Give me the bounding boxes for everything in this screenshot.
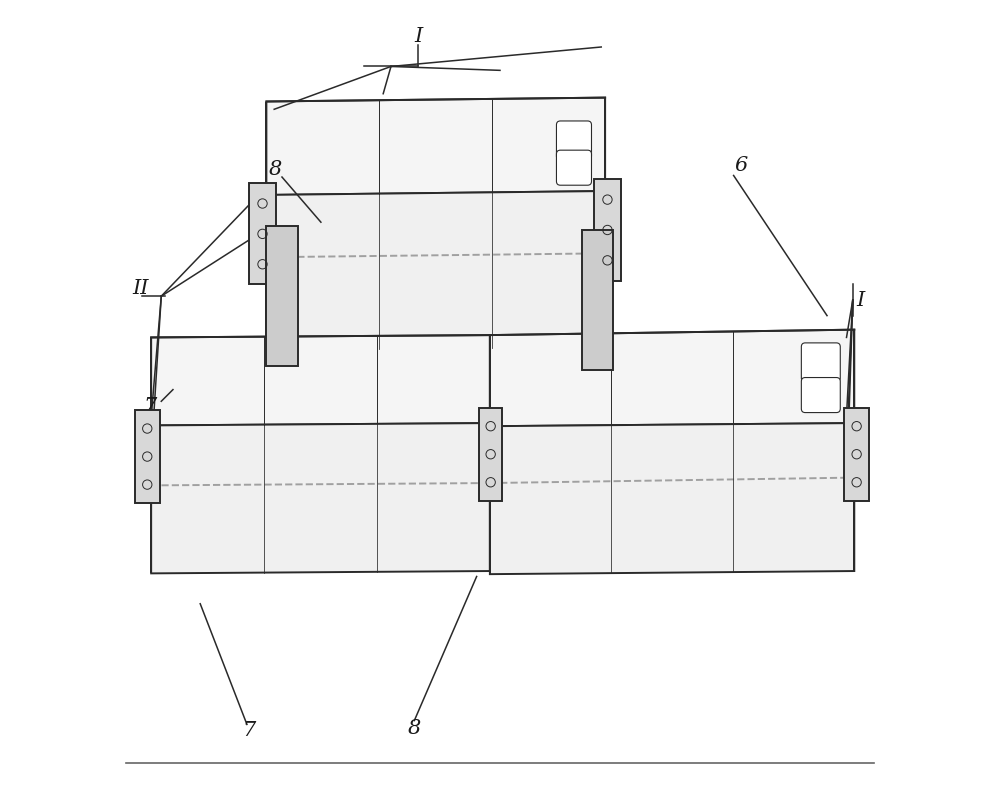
Text: I: I — [856, 290, 865, 309]
Polygon shape — [490, 423, 854, 575]
Text: 7: 7 — [243, 721, 256, 740]
FancyBboxPatch shape — [556, 121, 591, 160]
Polygon shape — [490, 330, 854, 427]
Text: 7: 7 — [143, 397, 156, 416]
FancyBboxPatch shape — [556, 150, 591, 185]
Text: 6: 6 — [735, 156, 748, 175]
Polygon shape — [151, 335, 490, 426]
FancyBboxPatch shape — [594, 179, 621, 281]
Text: 8: 8 — [269, 160, 282, 179]
Polygon shape — [266, 191, 605, 351]
Text: I: I — [414, 28, 422, 46]
FancyBboxPatch shape — [801, 378, 840, 412]
FancyBboxPatch shape — [249, 183, 276, 284]
FancyBboxPatch shape — [582, 230, 613, 370]
Text: 8: 8 — [408, 719, 421, 738]
Polygon shape — [151, 423, 490, 574]
FancyBboxPatch shape — [266, 226, 298, 366]
Polygon shape — [266, 98, 605, 195]
Text: II: II — [132, 279, 149, 298]
FancyBboxPatch shape — [801, 343, 840, 382]
FancyBboxPatch shape — [135, 410, 160, 504]
FancyBboxPatch shape — [479, 408, 502, 501]
FancyBboxPatch shape — [844, 408, 869, 501]
